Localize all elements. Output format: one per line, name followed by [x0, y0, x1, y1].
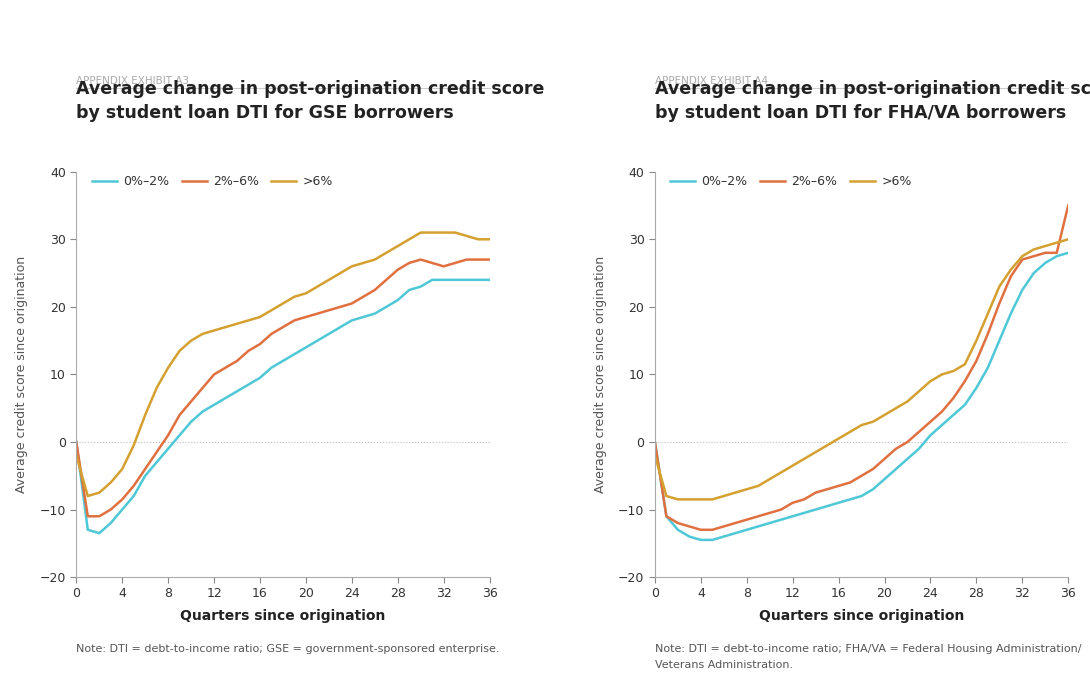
Text: by student loan DTI for GSE borrowers: by student loan DTI for GSE borrowers [76, 104, 455, 122]
Legend: 0%–2%, 2%–6%, >6%: 0%–2%, 2%–6%, >6% [87, 170, 338, 193]
Text: APPENDIX EXHIBIT A3: APPENDIX EXHIBIT A3 [76, 76, 190, 86]
Y-axis label: Average credit score since origination: Average credit score since origination [594, 256, 607, 493]
Y-axis label: Average credit score since origination: Average credit score since origination [15, 256, 28, 493]
Text: Average change in post-origination credit score: Average change in post-origination credi… [655, 80, 1090, 98]
Text: Veterans Administration.: Veterans Administration. [655, 660, 794, 670]
Text: Note: DTI = debt-to-income ratio; GSE = government-sponsored enterprise.: Note: DTI = debt-to-income ratio; GSE = … [76, 644, 500, 655]
X-axis label: Quarters since origination: Quarters since origination [759, 609, 965, 623]
Text: Average change in post-origination credit score: Average change in post-origination credi… [76, 80, 545, 98]
Text: APPENDIX EXHIBIT A4: APPENDIX EXHIBIT A4 [655, 76, 768, 86]
Legend: 0%–2%, 2%–6%, >6%: 0%–2%, 2%–6%, >6% [665, 170, 917, 193]
X-axis label: Quarters since origination: Quarters since origination [180, 609, 386, 623]
Text: by student loan DTI for FHA/VA borrowers: by student loan DTI for FHA/VA borrowers [655, 104, 1066, 122]
Text: Note: DTI = debt-to-income ratio; FHA/VA = Federal Housing Administration/: Note: DTI = debt-to-income ratio; FHA/VA… [655, 644, 1081, 655]
